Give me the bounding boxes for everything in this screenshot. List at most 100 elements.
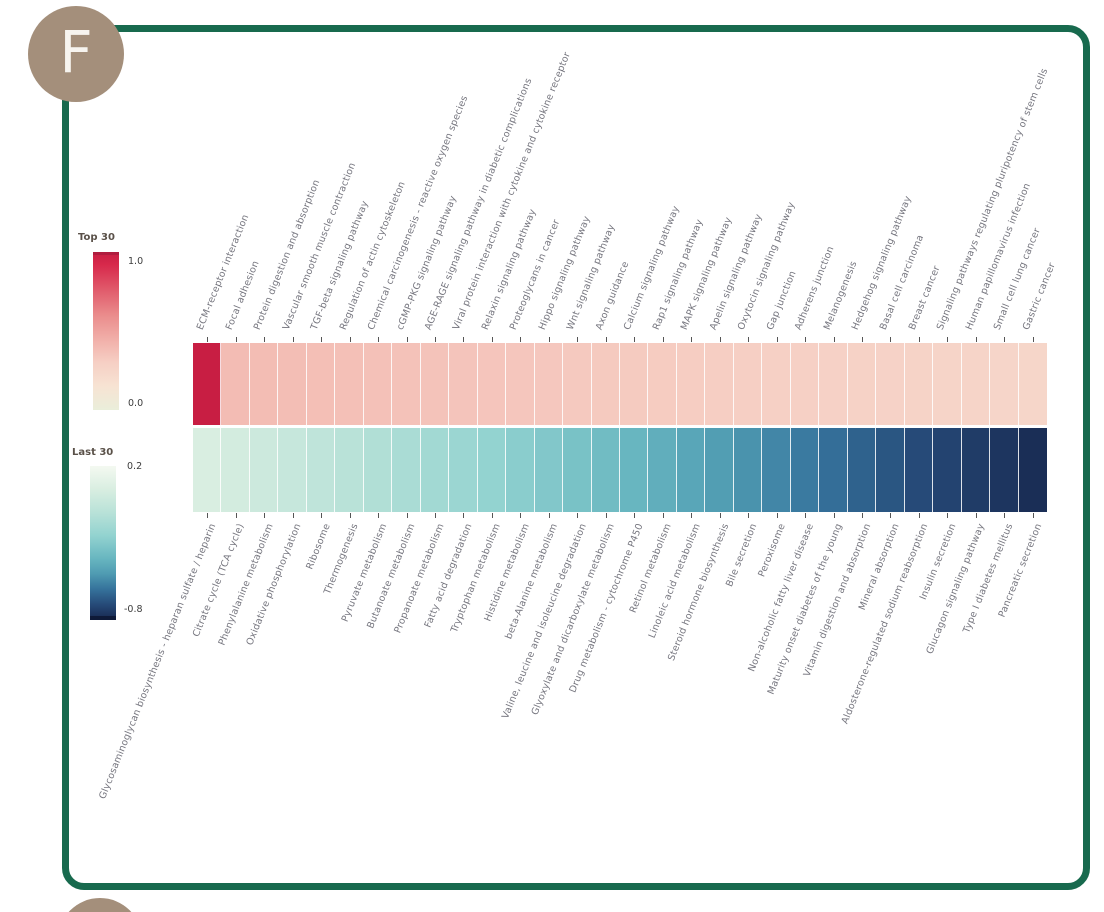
heatmap-cell-top-11 [477,343,507,425]
axis-tick [235,513,237,518]
last30-tick-max: 0.2 [127,461,143,472]
heatmap-cell-bottom-20 [733,428,763,512]
axis-tick [264,513,266,518]
axis-tick [207,513,209,518]
column-label-bottom-18: Linoleic acid metabolism [646,522,703,640]
axis-tick [947,513,949,518]
heatmap-cell-bottom-12 [506,428,535,512]
heatmap-cell-top-12 [506,343,535,425]
heatmap-cell-bottom-18 [676,428,706,512]
heatmap-cell-top-30 [1018,343,1047,425]
axis-tick [349,513,351,518]
heatmap-cell-bottom-28 [961,428,991,512]
heatmap-cell-bottom-26 [904,428,934,512]
heatmap-cell-bottom-13 [534,428,564,512]
heatmap-cell-top-4 [278,343,307,425]
axis-tick [861,337,863,342]
heatmap-cell-top-5 [306,343,336,425]
axis-tick [861,513,863,518]
heatmap-cell-bottom-24 [847,428,877,512]
last30-colorbar-cap [90,616,116,620]
heatmap-cell-bottom-16 [620,428,649,512]
heatmap-cell-bottom-3 [249,428,279,512]
column-label-bottom-4: Oxidative phosphorylation [244,522,304,647]
axis-tick [378,513,380,518]
heatmap-cell-top-3 [249,343,279,425]
heatmap-cell-bottom-2 [221,428,250,512]
axis-tick [691,513,693,518]
heatmap-cell-top-2 [221,343,250,425]
heatmap-cell-top-22 [790,343,820,425]
axis-tick [634,513,636,518]
heatmap-cell-top-18 [676,343,706,425]
axis-tick [349,337,351,342]
axis-tick [520,337,522,342]
heatmap-cell-bottom-17 [648,428,677,512]
axis-tick [605,513,607,518]
axis-tick [577,337,579,342]
top30-colorbar [93,252,119,410]
heatmap-cell-bottom-19 [705,428,734,512]
axis-tick [463,513,465,518]
heatmap-cell-bottom-29 [990,428,1019,512]
heatmap-cell-top-16 [620,343,649,425]
axis-tick [292,337,294,342]
axis-tick [975,337,977,342]
axis-tick [805,337,807,342]
axis-tick [833,513,835,518]
heatmap-cell-bottom-5 [306,428,336,512]
heatmap-cell-bottom-25 [876,428,905,512]
last30-legend-title: Last 30 [72,447,114,458]
heatmap-cell-top-26 [904,343,934,425]
heatmap-cell-bottom-1 [193,428,222,512]
axis-tick [662,513,664,518]
heatmap-cell-bottom-23 [819,428,848,512]
axis-tick [918,337,920,342]
axis-tick [975,513,977,518]
axis-tick [634,337,636,342]
heatmap-cell-top-23 [819,343,848,425]
heatmap-cell-top-8 [392,343,421,425]
heatmap-cell-top-10 [449,343,478,425]
column-label-top-1: ECM-receptor interaction [195,212,252,332]
axis-tick [890,337,892,342]
axis-tick [947,337,949,342]
column-label-top-19: Apelin signaling pathway [707,212,765,332]
heatmap-cell-top-28 [961,343,991,425]
axis-tick [1032,337,1034,342]
heatmap-cell-bottom-9 [420,428,450,512]
heatmap-cell-bottom-30 [1018,428,1047,512]
axis-tick [805,513,807,518]
heatmap-cell-top-14 [563,343,592,425]
axis-tick [491,337,493,342]
axis-tick [577,513,579,518]
column-label-bottom-21: Peroxisome [756,522,788,579]
axis-tick [292,513,294,518]
heatmap-cell-bottom-21 [762,428,791,512]
axis-tick [918,513,920,518]
heatmap-cell-top-13 [534,343,564,425]
heatmap-cell-top-21 [762,343,791,425]
last30-tick-min: -0.8 [124,604,143,615]
axis-tick [321,337,323,342]
axis-tick [719,513,721,518]
top30-legend-title: Top 30 [78,232,115,243]
heatmap-cell-bottom-11 [477,428,507,512]
axis-tick [691,337,693,342]
axis-tick [321,513,323,518]
axis-tick [235,337,237,342]
heatmap-cell-top-9 [420,343,450,425]
heatmap-cell-bottom-27 [933,428,962,512]
axis-tick [776,513,778,518]
axis-tick [434,513,436,518]
heatmap-cell-top-7 [363,343,393,425]
heatmap-cell-top-27 [933,343,962,425]
column-label-top-18: MAPK signaling pathway [679,215,735,332]
top30-tick-min: 0.0 [128,398,144,409]
heatmap-cell-bottom-4 [278,428,307,512]
axis-tick [406,337,408,342]
heatmap-cell-top-19 [705,343,734,425]
heatmap-cell-top-15 [591,343,620,425]
